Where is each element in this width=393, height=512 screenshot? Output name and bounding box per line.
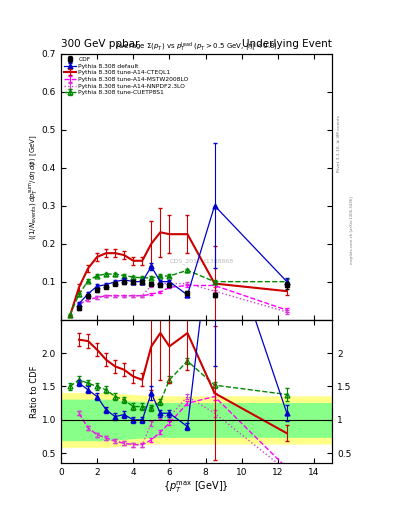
Legend: CDF, Pythia 8.308 default, Pythia 8.308 tune-A14-CTEQL1, Pythia 8.308 tune-A14-M: CDF, Pythia 8.308 default, Pythia 8.308 … [63, 55, 190, 96]
Text: mcplots.cern.ch [arXiv:1306.3436]: mcplots.cern.ch [arXiv:1306.3436] [350, 197, 354, 264]
X-axis label: $\{p_T^\mathrm{max}$ [GeV]$\}$: $\{p_T^\mathrm{max}$ [GeV]$\}$ [163, 480, 230, 496]
Text: Rivet 3.1.10, ≥ 3M events: Rivet 3.1.10, ≥ 3M events [337, 115, 341, 172]
Y-axis label: Ratio to CDF: Ratio to CDF [30, 365, 39, 418]
Text: Underlying Event: Underlying Event [242, 38, 332, 49]
Text: CDS_2016_I1388868: CDS_2016_I1388868 [170, 258, 234, 264]
Title: Average $\Sigma(p_T)$ vs $p_T^\mathrm{lead}$ ($p_T > 0.5$ GeV, $|\eta| < 0.8$): Average $\Sigma(p_T)$ vs $p_T^\mathrm{le… [115, 40, 278, 54]
Y-axis label: $\langle(1/N_\mathrm{events})\,dp_T^\mathrm{sum}/d\eta\,d\phi\rangle$ [GeV]: $\langle(1/N_\mathrm{events})\,dp_T^\mat… [27, 134, 39, 240]
Text: 300 GeV ppbar: 300 GeV ppbar [61, 38, 139, 49]
